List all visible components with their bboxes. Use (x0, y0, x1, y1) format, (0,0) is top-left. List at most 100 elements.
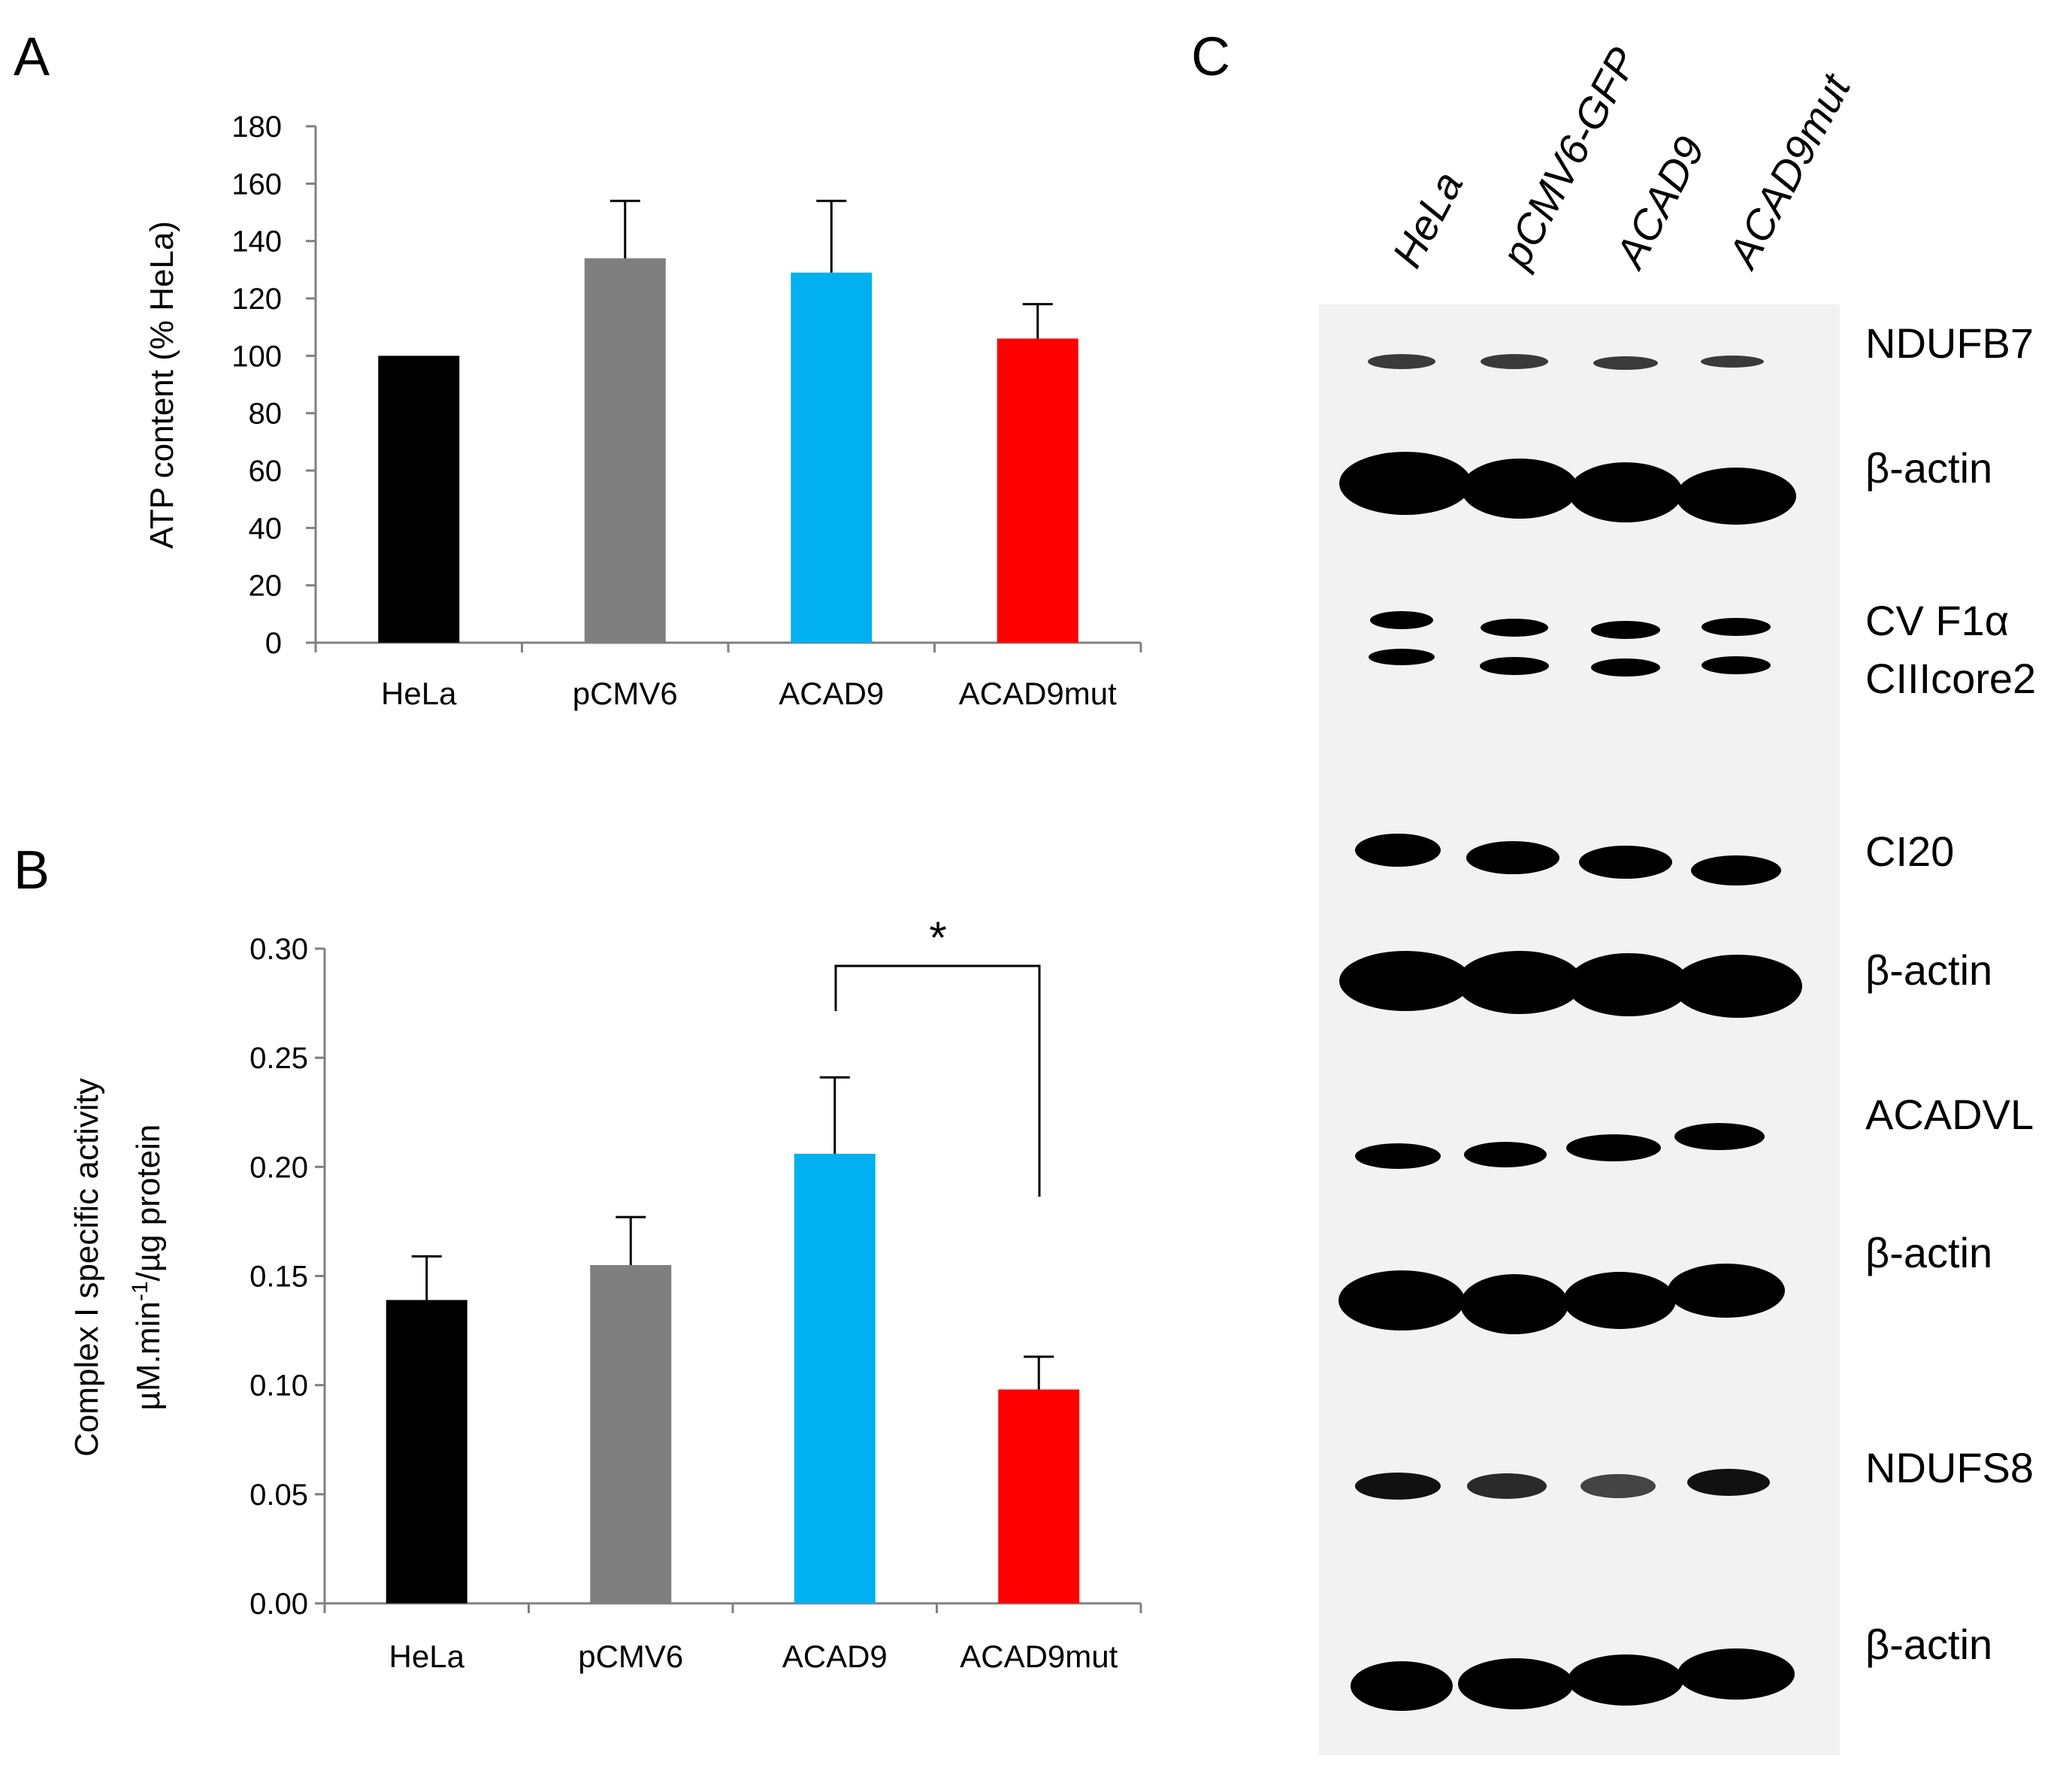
significance-bracket-line (834, 964, 1041, 1197)
band (1339, 951, 1472, 1011)
atp-bar-acad9 (791, 272, 873, 643)
complex-i-y-ticks: 0.00 0.05 0.10 0.15 0.20 0.25 0.30 (250, 933, 325, 1621)
band (1591, 621, 1660, 639)
beta-actin-4-bands (1351, 1648, 1795, 1711)
band (1370, 611, 1433, 629)
cv-f1a-bands (1370, 611, 1771, 639)
complex-i-bar-pcmv6 (590, 1264, 672, 1603)
complex-i-category-label: ACAD9mut (960, 1639, 1118, 1674)
atp-y-tick-label: 60 (249, 455, 283, 488)
blot-label-beta-actin-4: β-actin (1865, 1621, 1992, 1668)
ci20-bands (1355, 834, 1781, 885)
complex-i-error-bars (411, 1076, 1054, 1390)
blot-label-beta-actin-3: β-actin (1865, 1229, 1992, 1276)
atp-bars (378, 258, 1078, 643)
complex-i-bar-acad9mut (998, 1389, 1080, 1603)
significance-asterisk: * (929, 913, 946, 963)
complex-i-category-labels: HeLa pCMV6 ACAD9 ACAD9mut (389, 1639, 1118, 1674)
complex-i-category-label: ACAD9 (782, 1639, 888, 1674)
lane-labels: HeLa pCMV6-GFP ACAD9 ACAD9mut (1383, 40, 1860, 277)
blot-bands (1338, 354, 1802, 1711)
band (1677, 1648, 1795, 1700)
atp-bar-pcmv6 (584, 258, 666, 643)
beta-actin-3-bands (1338, 1264, 1785, 1334)
complex-i-y-axis-label: Complex I specific activity (68, 1078, 105, 1457)
complex-i-x-ticks (323, 1603, 1142, 1613)
lane-label-hela: HeLa (1383, 164, 1472, 275)
band (1687, 1469, 1770, 1496)
complex-i-bars (386, 1153, 1080, 1603)
complex-i-y-tick-label: 0.25 (250, 1042, 308, 1075)
ciiicore2-bands (1369, 649, 1771, 677)
complex-i-bar-acad9 (794, 1153, 876, 1603)
blot-label-beta-actin-1: β-actin (1865, 444, 1992, 492)
band (1673, 955, 1802, 1018)
atp-y-tick-label: 120 (231, 283, 282, 316)
acadvl-bands (1355, 1123, 1765, 1169)
band (1480, 657, 1549, 675)
atp-y-tick-label: 100 (231, 340, 282, 373)
atp-y-tick-label: 160 (231, 168, 282, 201)
band (1458, 1658, 1574, 1709)
blot-label-ndufb7: NDUFB7 (1865, 319, 2034, 367)
band (1467, 1473, 1547, 1499)
band (1580, 1474, 1656, 1498)
band (1568, 462, 1683, 522)
atp-category-label: ACAD9mut (959, 676, 1117, 711)
band (1676, 468, 1796, 525)
blot-label-ciiicore2: CIIIcore2 (1865, 655, 2036, 702)
atp-bar-acad9mut (997, 338, 1078, 643)
band (1701, 618, 1771, 636)
significance-bracket: * (834, 913, 1041, 1197)
atp-chart: ATP content (% HeLa) 0 20 40 60 80 100 120 140 1… (144, 110, 1142, 711)
panel-letter-c: C (1191, 27, 1230, 87)
ndufs8-bands (1355, 1469, 1770, 1500)
atp-y-tick-label: 0 (265, 627, 282, 660)
band (1355, 1143, 1441, 1169)
complex-i-y-tick-label: 0.05 (250, 1479, 308, 1512)
complex-i-category-label: pCMV6 (578, 1639, 683, 1674)
panel-letter-b: B (14, 840, 50, 901)
band (1563, 1272, 1676, 1329)
band (1701, 656, 1771, 674)
complex-i-y-tick-label: 0.20 (250, 1151, 308, 1184)
western-blot-panel: HeLa pCMV6-GFP ACAD9 ACAD9mut (1319, 40, 2036, 1755)
band (1369, 649, 1435, 665)
blot-label-cv-f1a: CV F1α (1865, 597, 2009, 644)
band (1355, 1473, 1441, 1500)
blot-label-ndufs8: NDUFS8 (1865, 1444, 2034, 1491)
atp-y-tick-label: 40 (249, 512, 283, 545)
atp-error-bars (610, 199, 1053, 339)
band (1464, 1142, 1547, 1167)
band (1701, 356, 1764, 368)
lane-label-acad9: ACAD9 (1605, 129, 1714, 277)
beta-actin-1-bands (1339, 452, 1796, 525)
band (1368, 354, 1435, 369)
atp-category-label: HeLa (381, 676, 457, 711)
band (1456, 951, 1583, 1014)
blot-label-ci20: CI20 (1865, 828, 1954, 875)
band (1567, 953, 1690, 1016)
band (1355, 834, 1441, 867)
complex-i-y-tick-label: 0.10 (250, 1370, 308, 1403)
band (1591, 658, 1660, 677)
complex-i-y-tick-label: 0.30 (250, 933, 308, 966)
band (1339, 452, 1472, 515)
blot-membrane (1319, 304, 1840, 1755)
complex-i-y-tick-label: 0.15 (250, 1261, 308, 1294)
atp-y-tick-label: 80 (249, 398, 283, 431)
complex-i-bar-hela (386, 1300, 467, 1603)
band (1338, 1270, 1465, 1330)
atp-category-labels: HeLa pCMV6 ACAD9 ACAD9mut (381, 676, 1117, 711)
band (1466, 841, 1559, 874)
panel-letter-a: A (14, 27, 50, 87)
atp-y-tick-label: 20 (249, 570, 283, 603)
atp-category-label: pCMV6 (573, 676, 678, 711)
atp-x-ticks (314, 643, 1142, 652)
blot-label-beta-actin-2: β-actin (1865, 946, 1992, 994)
complex-i-y-axis-label-units: µM.min-1/µg protein (128, 1125, 167, 1411)
complex-i-chart: Complex I specific activity µM.min-1/µg … (68, 913, 1142, 1674)
atp-category-label: ACAD9 (779, 676, 884, 711)
atp-bar-hela (378, 356, 460, 643)
